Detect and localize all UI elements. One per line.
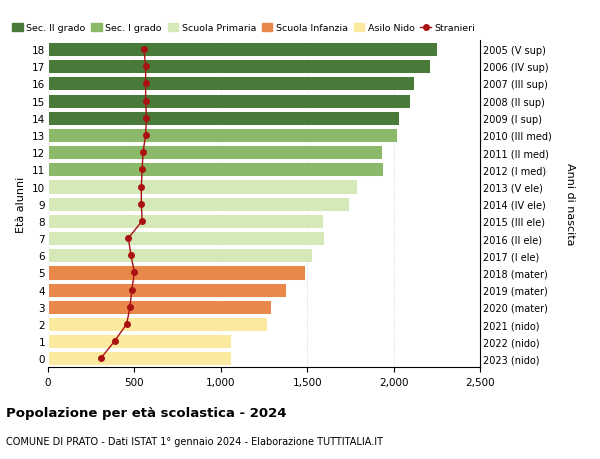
Bar xyxy=(48,231,325,246)
Bar xyxy=(48,43,437,57)
Bar xyxy=(48,129,397,143)
Bar xyxy=(48,214,323,229)
Bar xyxy=(48,317,268,331)
Bar xyxy=(48,77,415,91)
Bar xyxy=(48,283,286,297)
Y-axis label: Età alunni: Età alunni xyxy=(16,176,26,232)
Bar xyxy=(48,60,430,74)
Y-axis label: Anni di nascita: Anni di nascita xyxy=(565,163,575,246)
Text: Popolazione per età scolastica - 2024: Popolazione per età scolastica - 2024 xyxy=(6,406,287,419)
Bar xyxy=(48,146,382,160)
Bar xyxy=(48,266,305,280)
Bar xyxy=(48,197,349,211)
Bar xyxy=(48,249,313,263)
Legend: Sec. II grado, Sec. I grado, Scuola Primaria, Scuola Infanzia, Asilo Nido, Stran: Sec. II grado, Sec. I grado, Scuola Prim… xyxy=(12,24,475,34)
Bar xyxy=(48,94,410,108)
Text: COMUNE DI PRATO - Dati ISTAT 1° gennaio 2024 - Elaborazione TUTTITALIA.IT: COMUNE DI PRATO - Dati ISTAT 1° gennaio … xyxy=(6,436,383,446)
Bar xyxy=(48,163,383,177)
Bar xyxy=(48,300,271,314)
Bar xyxy=(48,112,399,125)
Bar xyxy=(48,335,231,348)
Bar xyxy=(48,352,231,366)
Bar xyxy=(48,180,358,194)
